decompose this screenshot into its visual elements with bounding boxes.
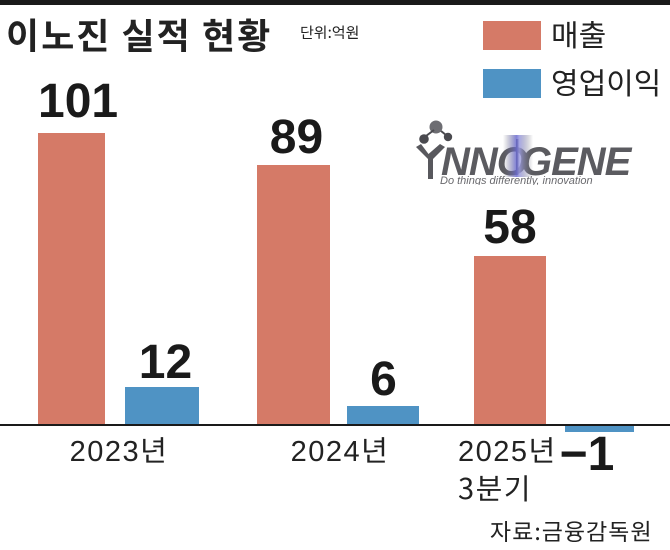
svg-text:Do things differently, innovat: Do things differently, innovation	[440, 175, 593, 185]
